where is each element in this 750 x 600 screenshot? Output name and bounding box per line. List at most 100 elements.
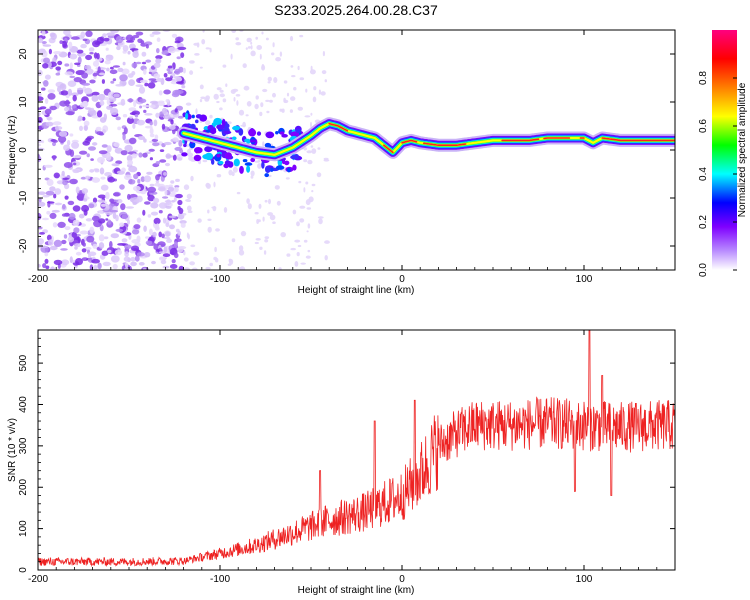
noise-speckle (165, 77, 173, 82)
noise-speckle (95, 126, 102, 132)
noise-speckle (69, 75, 75, 79)
noise-speckle (262, 141, 265, 147)
noise-speckle (136, 195, 143, 203)
ridge-core-red (423, 142, 467, 146)
noise-speckle (145, 236, 150, 239)
noise-speckle (276, 200, 281, 206)
noise-speckle (83, 120, 90, 127)
noise-speckle (52, 155, 56, 161)
noise-speckle (257, 159, 261, 163)
ridge-blob (231, 136, 237, 141)
noise-speckle (81, 248, 87, 253)
noise-speckle (143, 252, 151, 258)
noise-speckle (163, 73, 168, 78)
snr-y-ticks: 0 100 200 300 400 500 (18, 337, 675, 573)
x-tick-label: 100 (576, 574, 593, 585)
noise-speckle (164, 188, 168, 196)
noise-speckle (120, 203, 126, 211)
noise-speckle (172, 137, 179, 142)
noise-speckle (149, 133, 155, 138)
noise-speckle (91, 258, 100, 264)
noise-speckle (72, 219, 80, 226)
noise-speckle (97, 194, 107, 199)
noise-speckle (132, 50, 139, 59)
noise-speckle (294, 239, 301, 243)
noise-speckle (177, 115, 184, 119)
noise-speckle (236, 191, 241, 195)
noise-speckle (89, 52, 94, 55)
noise-speckle (305, 181, 309, 185)
noise-speckle (232, 166, 238, 173)
noise-speckle (168, 125, 176, 130)
noise-speckle (173, 241, 178, 248)
noise-speckle (162, 196, 169, 199)
noise-speckle (141, 51, 147, 57)
noise-speckle (89, 169, 95, 173)
y-tick-label: 20 (18, 48, 29, 60)
noise-speckle (76, 49, 84, 54)
noise-speckle (52, 141, 56, 147)
noise-speckle (231, 30, 237, 33)
noise-speckle (170, 81, 178, 85)
noise-speckle (152, 231, 157, 238)
noise-speckle (124, 174, 132, 181)
noise-speckle (292, 209, 297, 215)
noise-speckle (124, 244, 132, 249)
noise-speckle (91, 95, 99, 102)
noise-speckle (246, 101, 252, 107)
noise-speckle (128, 43, 136, 50)
noise-speckle (156, 37, 161, 42)
noise-speckle (47, 93, 56, 100)
noise-speckle (62, 41, 68, 48)
snr-series-line (38, 330, 675, 567)
noise-speckle (151, 260, 156, 265)
noise-speckle (197, 218, 202, 223)
noise-speckle (250, 50, 256, 57)
ridge-blob (286, 167, 291, 173)
noise-speckle (143, 109, 147, 113)
noise-speckle (124, 144, 133, 152)
noise-speckle (149, 104, 156, 109)
ridge-blob (204, 152, 214, 161)
noise-speckle (38, 212, 42, 221)
noise-speckle (193, 251, 200, 256)
noise-speckle (324, 255, 328, 261)
noise-speckle (41, 41, 47, 44)
noise-speckle (176, 56, 181, 60)
noise-speckle (92, 72, 98, 77)
noise-speckle (272, 42, 275, 48)
noise-speckle (207, 209, 210, 214)
ridge-blob (190, 123, 196, 130)
ridge-blob (224, 160, 231, 166)
noise-speckle (112, 78, 117, 82)
noise-speckle (303, 187, 306, 193)
ridge-core-red (383, 144, 394, 154)
ridge-blob (221, 118, 226, 127)
noise-speckle (150, 202, 159, 209)
noise-speckle (71, 36, 80, 40)
noise-speckle (119, 184, 125, 190)
spectrogram-panel: -200 -100 0 100 -20 -10 0 10 20 Height o… (7, 29, 676, 296)
noise-speckle (83, 198, 88, 202)
noise-speckle (136, 119, 145, 126)
noise-speckle (49, 212, 57, 219)
noise-speckle (267, 76, 272, 82)
noise-speckle (77, 87, 84, 91)
noise-speckle (74, 243, 81, 248)
ridge-blob (216, 124, 225, 130)
snr-marks (38, 330, 675, 567)
noise-speckle (61, 259, 70, 266)
noise-speckle (109, 198, 115, 203)
noise-speckle (155, 161, 160, 165)
noise-speckle (49, 105, 57, 111)
noise-speckle (53, 193, 57, 199)
noise-speckle (158, 256, 166, 261)
noise-speckle (98, 242, 105, 249)
x-tick-label: -200 (28, 574, 48, 585)
noise-speckle (286, 92, 290, 97)
noise-speckle (229, 258, 234, 265)
noise-speckle (263, 250, 267, 255)
noise-speckle (61, 170, 65, 177)
noise-speckle (93, 52, 98, 59)
noise-speckle (186, 205, 192, 212)
